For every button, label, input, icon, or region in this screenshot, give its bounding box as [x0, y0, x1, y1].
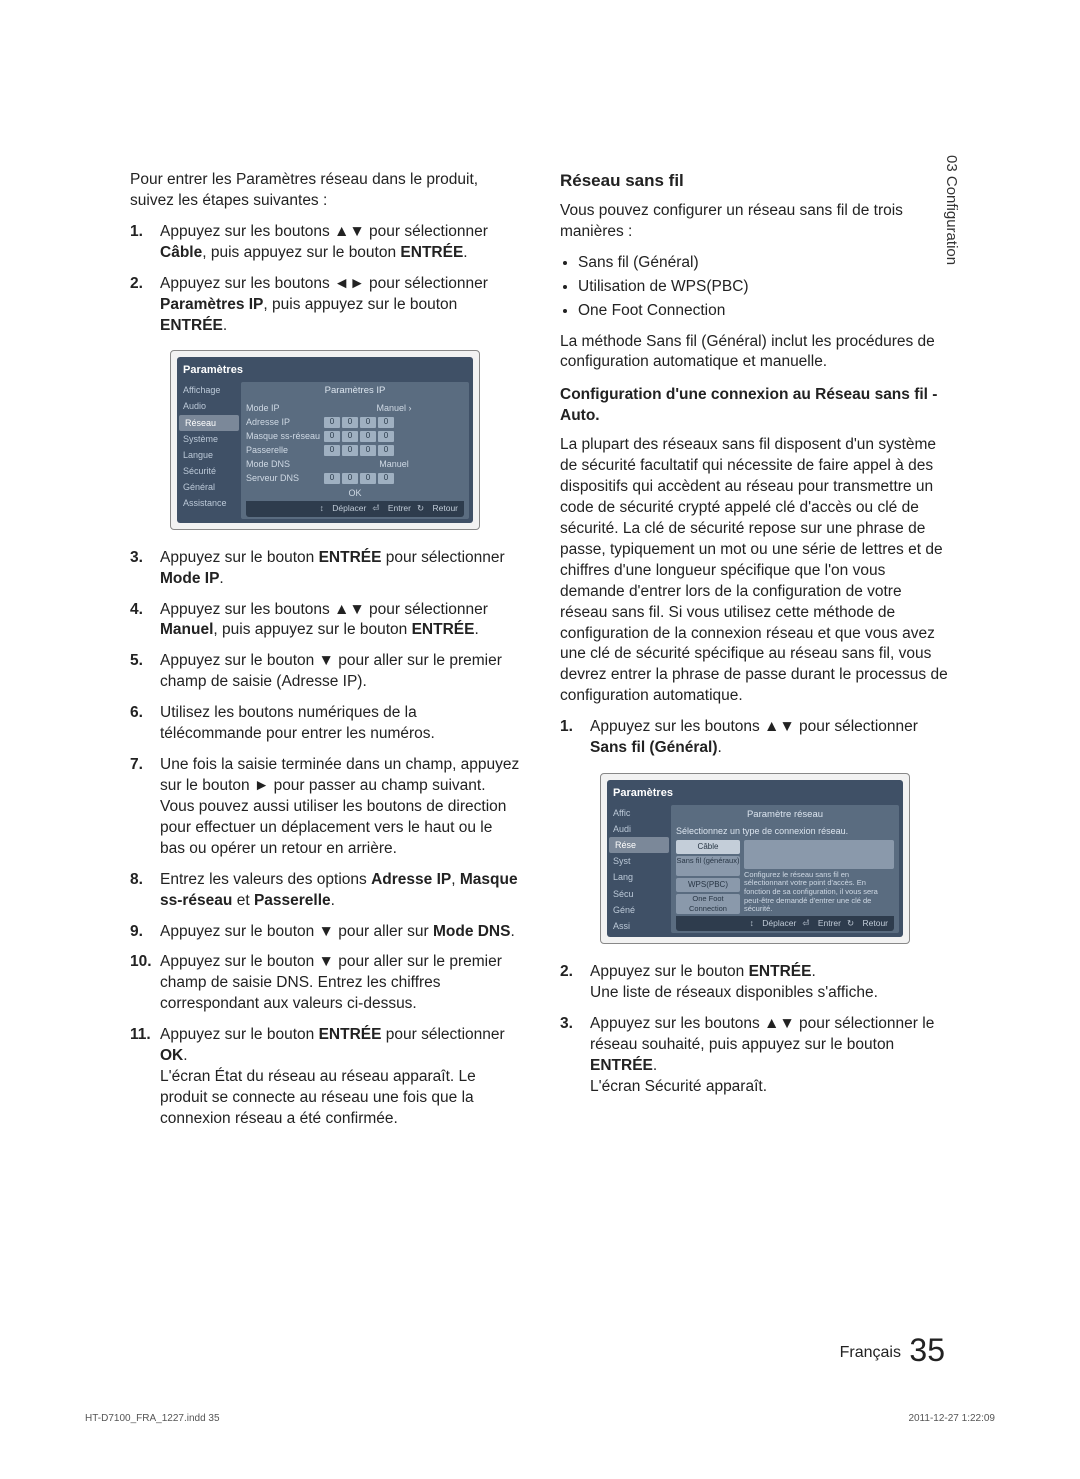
ui1-sidebar: Affichage Audio Réseau Système Langue Sé… [177, 382, 241, 522]
right-column: Réseau sans fil Vous pouvez configurer u… [560, 170, 950, 1140]
print-date: 2011-12-27 1:22:09 [908, 1413, 995, 1424]
ui2-footer: ↕ Déplacer⏎ Entrer↻ Retour [676, 916, 894, 931]
page-content: Pour entrer les Paramètres réseau dans l… [130, 170, 950, 1140]
ui1-title: Paramètres [177, 361, 473, 382]
step-1: Appuyez sur les boutons ▲▼ pour sélectio… [160, 222, 520, 264]
step-4: Appuyez sur les boutons ▲▼ pour sélectio… [160, 600, 520, 642]
wireless-steps-2: 2.Appuyez sur le bouton ENTRÉE.Une liste… [560, 962, 950, 1098]
wireless-steps: 1.Appuyez sur les boutons ▲▼ pour sélect… [560, 717, 950, 759]
step-8: Entrez les valeurs des options Adresse I… [160, 870, 520, 912]
wireless-heading: Réseau sans fil [560, 170, 950, 193]
wstep-3: Appuyez sur les boutons ▲▼ pour sélectio… [590, 1014, 950, 1098]
ui1-footer: ↕ Déplacer⏎ Entrer↻ Retour [246, 501, 464, 516]
auto-config-para: La plupart des réseaux sans fil disposen… [560, 435, 950, 707]
page-footer: Français 35 [840, 1332, 945, 1369]
wstep-2: Appuyez sur le bouton ENTRÉE.Une liste d… [590, 962, 950, 1004]
print-file: HT-D7100_FRA_1227.indd 35 [85, 1413, 220, 1424]
wstep-1: Appuyez sur les boutons ▲▼ pour sélectio… [590, 717, 950, 759]
auto-config-heading: Configuration d'une connexion au Réseau … [560, 385, 950, 427]
ui-screenshot-network-type: Paramètres Affic Audi Rése Syst Lang Séc… [600, 773, 910, 944]
footer-lang: Français [840, 1344, 901, 1361]
intro-text: Pour entrer les Paramètres réseau dans l… [130, 170, 520, 212]
ui2-title: Paramètres [607, 784, 903, 805]
steps-list-1: 1.Appuyez sur les boutons ▲▼ pour sélect… [130, 222, 520, 337]
step-5: Appuyez sur le bouton ▼ pour aller sur l… [160, 651, 520, 693]
wireless-intro: Vous pouvez configurer un réseau sans fi… [560, 201, 950, 243]
step-7: Une fois la saisie terminée dans un cham… [160, 755, 520, 860]
step-10: Appuyez sur le bouton ▼ pour aller sur l… [160, 952, 520, 1015]
wireless-methods: Sans fil (Général) Utilisation de WPS(PB… [560, 253, 950, 322]
ui2-main: Paramètre réseau Sélectionnez un type de… [671, 805, 899, 933]
step-6: Utilisez les boutons numériques de la té… [160, 703, 520, 745]
left-column: Pour entrer les Paramètres réseau dans l… [130, 170, 520, 1140]
print-metadata: HT-D7100_FRA_1227.indd 35 2011-12-27 1:2… [85, 1413, 995, 1424]
step-2: Appuyez sur les boutons ◄► pour sélectio… [160, 274, 520, 337]
ui1-main: Paramètres IP Mode IPManuel › Adresse IP… [241, 382, 469, 518]
step-3: Appuyez sur le bouton ENTRÉE pour sélect… [160, 548, 520, 590]
step-9: Appuyez sur le bouton ▼ pour aller sur M… [160, 922, 520, 943]
step-11: Appuyez sur le bouton ENTRÉE pour sélect… [160, 1025, 520, 1130]
steps-list-2: 3.Appuyez sur le bouton ENTRÉE pour séle… [130, 548, 520, 1130]
ui2-sidebar: Affic Audi Rése Syst Lang Sécu Géné Assi [607, 805, 671, 937]
network-illustration [744, 840, 894, 869]
ui-screenshot-ip-settings: Paramètres Affichage Audio Réseau Systèm… [170, 350, 480, 529]
wireless-note: La méthode Sans fil (Général) inclut les… [560, 332, 950, 374]
footer-page: 35 [909, 1332, 945, 1368]
